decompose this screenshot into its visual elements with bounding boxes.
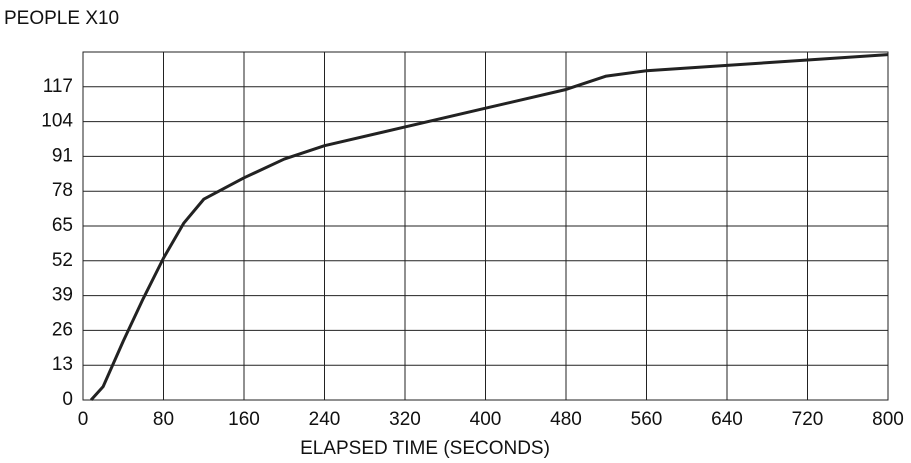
x-tick-label: 400	[470, 409, 502, 430]
page: {"chart_data": {"type": "line", "y_label…	[0, 0, 911, 463]
y-axis-label: PEOPLE X10	[4, 8, 119, 29]
y-tick-label: 117	[43, 76, 73, 97]
y-tick-label: 104	[41, 111, 73, 132]
x-tick-label: 160	[228, 409, 260, 430]
y-tick-label: 39	[52, 285, 73, 306]
x-tick-label: 720	[792, 409, 824, 430]
y-tick-label: 26	[52, 319, 73, 340]
x-tick-label: 240	[309, 409, 341, 430]
x-tick-label: 560	[631, 409, 663, 430]
y-tick-label: 0	[62, 389, 73, 410]
x-tick-label: 480	[550, 409, 582, 430]
y-tick-label: 52	[52, 250, 73, 271]
y-tick-label: 13	[52, 354, 73, 375]
x-axis-label: ELAPSED TIME (SECONDS)	[300, 438, 550, 459]
data-line	[91, 55, 888, 400]
y-tick-label: 78	[52, 180, 73, 201]
chart: PEOPLE X10 ELAPSED TIME (SECONDS) 0 13 26 3…	[0, 0, 911, 463]
x-tick-label: 80	[153, 409, 174, 430]
y-tick-label: 91	[52, 145, 73, 166]
x-tick-label: 320	[389, 409, 421, 430]
x-tick-label: 0	[78, 409, 89, 430]
x-tick-label: 800	[872, 409, 904, 430]
x-tick-label: 640	[711, 409, 743, 430]
y-tick-label: 65	[52, 215, 73, 236]
